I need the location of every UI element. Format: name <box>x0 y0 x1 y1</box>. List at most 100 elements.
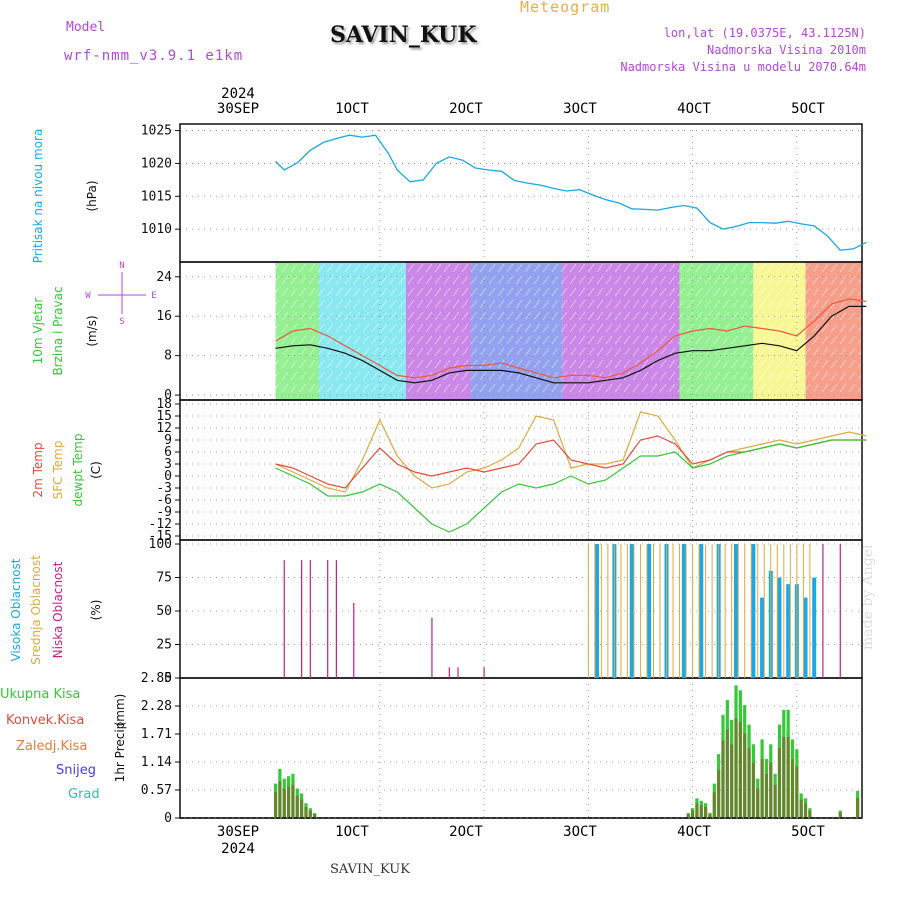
precip-label-total: Ukupna Kisa <box>0 687 80 702</box>
wind-arrow <box>569 287 577 297</box>
wind-arrow <box>389 383 397 393</box>
wind-arrow <box>713 383 721 393</box>
wind-arrow <box>515 383 523 393</box>
wind-arrow <box>821 299 829 309</box>
wind-arrow <box>317 359 325 369</box>
wind-arrow <box>857 383 865 393</box>
wind-arrow <box>461 299 469 309</box>
wind-arrow <box>344 323 352 333</box>
wind-arrow <box>641 263 649 273</box>
wind-arrow <box>758 371 766 381</box>
cloud-high-bar <box>812 577 817 678</box>
wind-arrow <box>803 287 811 297</box>
wind-arrow <box>209 299 217 309</box>
cloud-high-bar <box>777 577 782 678</box>
wind-arrow <box>470 383 478 393</box>
wind-arrow <box>578 287 586 297</box>
precip-conv-bar <box>803 803 808 818</box>
wind-arrow <box>371 275 379 285</box>
wind-arrow <box>227 383 235 393</box>
wind-arrow <box>245 311 253 321</box>
wind-arrow <box>461 287 469 297</box>
wind-arrow <box>650 287 658 297</box>
wind-arrow <box>758 359 766 369</box>
wind-arrow <box>371 383 379 393</box>
wind-arrow <box>551 323 559 333</box>
wind-arrow <box>434 299 442 309</box>
wind-arrow <box>551 383 559 393</box>
wind-arrow <box>209 335 217 345</box>
wind-color-band <box>275 262 320 400</box>
wind-arrow <box>263 263 271 273</box>
wind-arrow <box>767 383 775 393</box>
compass-n-label: N <box>119 261 124 271</box>
wind-arrow <box>839 335 847 345</box>
wind-arrow <box>713 323 721 333</box>
wind-arrow <box>821 347 829 357</box>
wind-arrow <box>227 371 235 381</box>
wind-arrow <box>353 359 361 369</box>
wind-arrow <box>812 383 820 393</box>
wind-arrow <box>281 371 289 381</box>
wind-arrow <box>848 359 856 369</box>
wind-arrow <box>470 299 478 309</box>
precip-conv-bar <box>273 792 278 818</box>
wind-arrow <box>614 263 622 273</box>
precip-conv-bar <box>747 748 751 818</box>
wind-arrow <box>533 383 541 393</box>
wind-arrow <box>452 323 460 333</box>
precip-label-conv: Konvek.Kisa <box>6 713 84 728</box>
wind-arrow <box>758 335 766 345</box>
wind-arrow <box>227 311 235 321</box>
wind-arrow <box>236 347 244 357</box>
wind-arrow <box>803 371 811 381</box>
wind-arrow <box>479 359 487 369</box>
wind-arrow <box>299 263 307 273</box>
wind-arrow <box>272 359 280 369</box>
sfc-temp-line <box>275 411 867 493</box>
wind-arrow <box>641 323 649 333</box>
wind-arrow <box>857 371 865 381</box>
wind-arrow <box>299 335 307 345</box>
wind-arrow <box>632 383 640 393</box>
wind-arrow <box>200 347 208 357</box>
wind-arrow <box>812 335 820 345</box>
meteogram-title: Meteogram <box>520 0 611 16</box>
wind-arrow <box>317 275 325 285</box>
wind-arrow <box>227 323 235 333</box>
wind-arrow <box>812 323 820 333</box>
wind-arrow <box>209 347 217 357</box>
wind-arrow <box>380 383 388 393</box>
wind-arrow <box>191 311 199 321</box>
wind-arrow <box>254 275 262 285</box>
wind-arrow <box>713 263 721 273</box>
wind-arrow <box>479 323 487 333</box>
wind-arrow <box>839 383 847 393</box>
wind-arrow <box>380 347 388 357</box>
y-tick-label: 0 <box>164 388 172 403</box>
wind-arrow <box>407 275 415 285</box>
wind-arrow <box>857 347 865 357</box>
wind-arrow <box>425 263 433 273</box>
wind-arrow <box>785 359 793 369</box>
wind-arrow <box>353 287 361 297</box>
wind-arrow <box>713 359 721 369</box>
precip-conv-bar <box>286 786 291 818</box>
wind-arrow <box>740 299 748 309</box>
wind-arrow <box>830 335 838 345</box>
wind-arrow <box>650 263 658 273</box>
wind-arrow <box>416 335 424 345</box>
wind-arrow <box>353 323 361 333</box>
wind-arrow <box>641 347 649 357</box>
wind-arrow <box>695 311 703 321</box>
wind-arrow <box>245 287 253 297</box>
wind-arrow <box>659 359 667 369</box>
wind-arrow <box>785 311 793 321</box>
wind-arrow <box>389 275 397 285</box>
wind-arrow <box>515 335 523 345</box>
precip-conv-bar <box>291 784 295 818</box>
wind-arrow <box>533 323 541 333</box>
wind-arrow <box>821 383 829 393</box>
dewpt-line <box>275 439 867 533</box>
wind-arrow <box>245 371 253 381</box>
